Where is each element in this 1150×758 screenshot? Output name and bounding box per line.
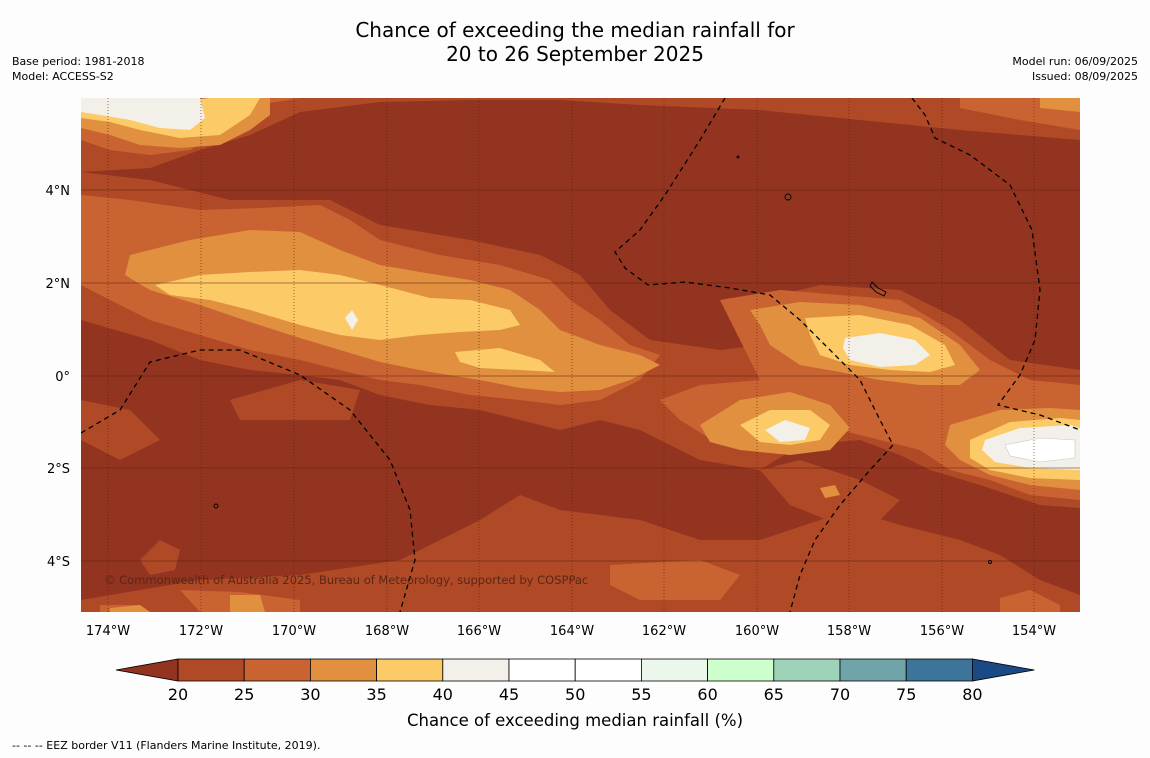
band-45-50: [1004, 437, 1076, 463]
colorbar-segment: [905, 658, 973, 682]
latitude-label: 2°N: [46, 277, 71, 292]
longitude-label: 172°W: [179, 624, 223, 639]
longitude-label: 170°W: [272, 624, 316, 639]
colorbar-segment: [574, 658, 642, 682]
rainfall-map: © Commonwealth of Australia 2025, Bureau…: [46, 98, 1080, 730]
eez-legend-note: -- -- -- EEZ border V11 (Flanders Marine…: [12, 739, 321, 752]
issued-date: Issued: 08/09/2025: [1031, 70, 1138, 83]
colorbar: 20 25 30 35 40 45 50 55 60 65 70 75 80: [115, 658, 1035, 704]
longitude-label: 154°W: [1012, 624, 1056, 639]
colorbar-tick-label: 70: [830, 685, 850, 704]
longitude-label: 156°W: [920, 624, 964, 639]
island: [869, 281, 887, 297]
colorbar-segment: [309, 658, 377, 682]
eez-borders: [81, 98, 1080, 612]
eez-border-east: [911, 98, 1080, 431]
longitude-label: 160°W: [735, 624, 779, 639]
colorbar-segment: [773, 658, 841, 682]
colorbar-min-arrow: [115, 658, 179, 682]
colorbar-label: Chance of exceeding median rainfall (%): [407, 711, 743, 730]
colorbar-segment: [641, 658, 709, 682]
colorbar-tick-label: 40: [433, 685, 453, 704]
gridlines: [81, 98, 1080, 612]
longitude-labels: 174°W 172°W 170°W 168°W 166°W 164°W 162°W 160°W…: [86, 624, 1056, 639]
model-name: Model: ACCESS-S2: [12, 70, 114, 83]
colorbar-max-arrow: [972, 658, 1035, 682]
colorbar-segment: [839, 658, 907, 682]
island: [784, 193, 792, 201]
eez-border-west: [81, 349, 416, 612]
map-title: Chance of exceeding the median rainfall …: [0, 18, 1150, 66]
colorbar-segment: [243, 658, 311, 682]
colorbar-segment: [442, 658, 510, 682]
colorbar-segment: [508, 658, 576, 682]
islands: [213, 155, 992, 564]
colorbar-tick-label: 55: [631, 685, 651, 704]
longitude-label: 174°W: [86, 624, 130, 639]
band-40-45: [81, 98, 1080, 470]
colorbar-tick-label: 25: [234, 685, 254, 704]
longitude-label: 158°W: [827, 624, 871, 639]
latitude-labels: 4°N 2°N 0° 2°S 4°S: [46, 184, 71, 570]
base-period: Base period: 1981-2018: [12, 55, 145, 68]
longitude-label: 162°W: [642, 624, 686, 639]
colorbar-segment: [177, 658, 245, 682]
title-line-1: Chance of exceeding the median rainfall …: [355, 18, 795, 42]
colorbar-tick-label: 20: [168, 685, 188, 704]
colorbar-tick-label: 50: [565, 685, 585, 704]
island: [736, 155, 740, 159]
colorbar-tick-label: 35: [366, 685, 386, 704]
colorbar-tick-label: 60: [697, 685, 717, 704]
longitude-label: 164°W: [550, 624, 594, 639]
island: [213, 503, 219, 509]
eez-border-central: [614, 98, 894, 612]
rainfall-field: [81, 98, 1080, 612]
colorbar-tick-label: 65: [764, 685, 784, 704]
colorbar-tick-label: 45: [499, 685, 519, 704]
metadata-right: Model run: 06/09/2025 Issued: 08/09/2025: [1012, 54, 1138, 84]
colorbar-tick-label: 75: [896, 685, 916, 704]
colorbar-tick-label: 30: [300, 685, 320, 704]
island: [988, 560, 992, 564]
latitude-label: 2°S: [47, 462, 70, 477]
latitude-label: 4°S: [47, 555, 70, 570]
title-line-2: 20 to 26 September 2025: [446, 42, 704, 66]
copyright-text: © Commonwealth of Australia 2025, Bureau…: [104, 573, 588, 587]
longitude-label: 168°W: [365, 624, 409, 639]
metadata-left: Base period: 1981-2018 Model: ACCESS-S2: [12, 54, 144, 84]
colorbar-segment: [376, 658, 444, 682]
longitude-label: 166°W: [457, 624, 501, 639]
latitude-label: 4°N: [46, 184, 71, 199]
model-run: Model run: 06/09/2025: [1012, 55, 1138, 68]
colorbar-tick-label: 80: [962, 685, 982, 704]
latitude-label: 0°: [55, 370, 70, 385]
colorbar-segment: [707, 658, 775, 682]
